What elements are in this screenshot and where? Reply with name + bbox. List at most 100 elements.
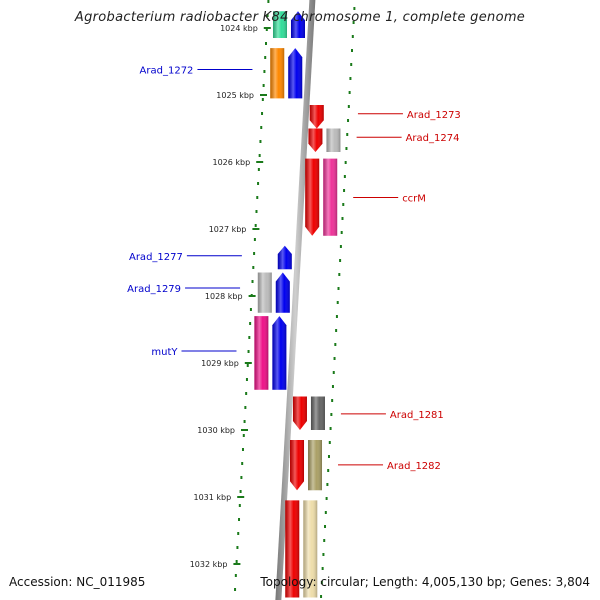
gene-block-shading [323, 158, 338, 236]
backbone-axis [275, 0, 316, 600]
guide-dot-left [254, 224, 257, 227]
guide-dot-left [259, 140, 262, 143]
accession-text: Accession: NC_011985 [9, 575, 146, 589]
gene-block-shading [308, 128, 323, 152]
guide-dot-left [244, 406, 247, 409]
guide-dot-right [324, 511, 327, 514]
gene-label: Arad_1273 [407, 110, 461, 121]
guide-dot-left [266, 14, 269, 17]
gene-label: Arad_1277 [129, 252, 183, 263]
guide-dot-right [332, 371, 335, 374]
guide-dot-right [344, 161, 347, 164]
guide-dot-left [256, 196, 259, 199]
gene-block-shading [270, 48, 285, 99]
guide-dot-left [253, 238, 256, 241]
tick-mark [237, 496, 245, 498]
gene-block-shading [272, 316, 287, 390]
kbp-ticks: 1024 kbp 1025 kbp 1026 kbp 1027 kbp 1028 kbp… [190, 24, 271, 569]
guide-dot-right [327, 469, 330, 472]
guide-dot-right [348, 91, 351, 94]
guide-dot-right [323, 539, 326, 542]
tick-label: 1029 kbp [201, 359, 239, 368]
guide-dot-right [349, 77, 352, 80]
map-title: Agrobacterium radiobacter K84 chromosome… [74, 10, 526, 25]
guide-dot-right [331, 399, 334, 402]
gene-block-shading [326, 128, 341, 152]
guide-dot-right [326, 483, 329, 486]
tick-mark [241, 429, 249, 431]
gene-block-shading [309, 105, 324, 129]
guide-dot-left [257, 182, 260, 185]
gene-block-shading [277, 245, 292, 270]
guide-dot-right [335, 315, 338, 318]
gene-block-shading [303, 500, 318, 598]
gene-block-shading [288, 48, 303, 99]
tick-label: 1027 kbp [209, 225, 247, 234]
guide-dot-right [320, 595, 323, 598]
gene-label: Arad_1281 [390, 410, 444, 421]
guide-dot-right [352, 21, 355, 24]
gene-block-shading [308, 440, 323, 491]
guide-dot-left [251, 280, 254, 283]
guide-dot-right [337, 287, 340, 290]
tick-label: 1031 kbp [194, 493, 232, 502]
gene-block-shading [272, 11, 287, 39]
guide-dot-right [339, 245, 342, 248]
gene-block-shading [310, 396, 325, 430]
guide-dot-right [325, 497, 328, 500]
guide-dot-right [351, 49, 354, 52]
gene-label: Arad_1279 [127, 284, 181, 295]
guide-dot-right [327, 455, 330, 458]
guide-dot-right [346, 133, 349, 136]
tick-label: 1026 kbp [212, 158, 250, 167]
guide-dot-right [336, 301, 339, 304]
guide-dot-left [240, 476, 243, 479]
guide-dot-right [343, 175, 346, 178]
guide-dot-right [347, 119, 350, 122]
guide-dot-left [253, 252, 256, 255]
guide-dot-left [238, 504, 241, 507]
gene-block-shading [254, 316, 269, 390]
guide-dot-left [267, 0, 270, 3]
guide-dot-right [321, 567, 324, 570]
gene-block-shading [292, 396, 307, 430]
guide-dot-left [255, 210, 258, 213]
guide-dot-left [249, 308, 252, 311]
gene-labels: Arad_1272 Arad_1273 Arad_1274 ccrM Arad_1277… [127, 66, 461, 472]
tick-label: 1028 kbp [205, 292, 243, 301]
guide-dot-left [236, 546, 239, 549]
guide-dot-right [328, 441, 331, 444]
gene-block-shading [285, 500, 300, 598]
guide-dot-left [263, 70, 266, 73]
guide-dot-left [262, 84, 265, 87]
guide-dot-left [239, 490, 242, 493]
guide-dot-left [241, 462, 244, 465]
tick-mark [244, 362, 252, 364]
guide-dot-left [234, 574, 237, 577]
guide-dot-left [261, 112, 264, 115]
guide-dot-left [265, 28, 268, 31]
gene-block-shading [290, 440, 305, 491]
guide-dot-right [338, 273, 341, 276]
tick-mark [260, 94, 267, 96]
guide-dot-right [351, 35, 354, 38]
gene-block-shading [305, 158, 320, 236]
tick-mark [256, 161, 264, 163]
guide-dot-left [246, 364, 249, 367]
guide-dot-left [245, 378, 248, 381]
tick-label: 1032 kbp [190, 560, 228, 569]
tick-mark [248, 295, 256, 297]
gene-block-shading [275, 272, 290, 313]
guide-dot-left [245, 392, 248, 395]
guide-dot-right [334, 343, 337, 346]
guide-dot-left [248, 336, 251, 339]
guide-dot-right [320, 581, 323, 584]
tick-mark [252, 228, 260, 230]
guide-dot-right [353, 7, 356, 10]
guide-dot-left [241, 448, 244, 451]
guide-dot-right [339, 259, 342, 262]
guide-dot-right [335, 329, 338, 332]
coordinate-dots [234, 0, 356, 598]
guide-dot-left [249, 322, 252, 325]
